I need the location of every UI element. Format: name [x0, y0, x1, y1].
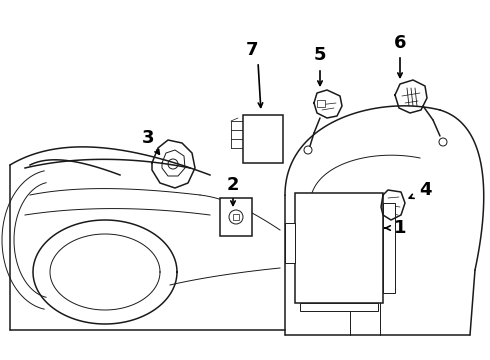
Text: 6: 6: [394, 34, 406, 52]
Text: 7: 7: [246, 41, 258, 59]
Bar: [220, 198, 252, 236]
Text: 5: 5: [314, 46, 326, 64]
Text: 1: 1: [394, 219, 406, 237]
Bar: [233, 214, 239, 220]
Text: 2: 2: [227, 176, 239, 194]
Bar: [317, 100, 325, 107]
Bar: [383, 203, 395, 293]
Bar: [243, 115, 283, 163]
Bar: [295, 193, 383, 303]
Bar: [300, 303, 378, 311]
Bar: [285, 223, 295, 263]
Text: 4: 4: [419, 181, 431, 199]
Text: 3: 3: [142, 129, 154, 147]
